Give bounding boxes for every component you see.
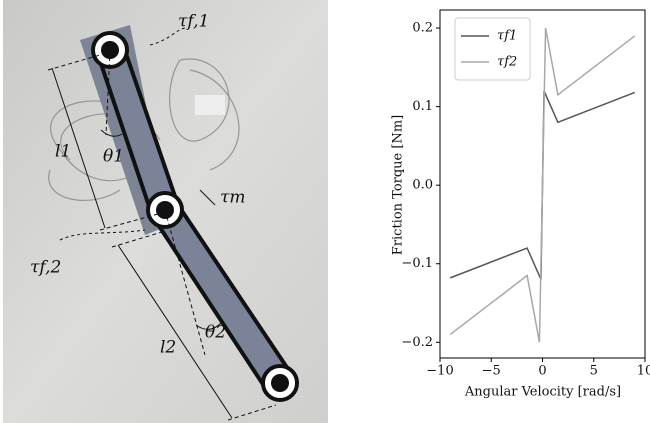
legend-label: τf2 bbox=[497, 55, 517, 70]
theta1-label: θ1 bbox=[103, 147, 124, 167]
y-tick-label: −0.1 bbox=[401, 256, 433, 271]
y-tick-label: 0.2 bbox=[412, 21, 433, 36]
x-tick-label: 5 bbox=[590, 364, 598, 379]
y-axis-label: Friction Torque [Nm] bbox=[391, 115, 406, 255]
tau-f2-label: τf,2 bbox=[30, 258, 61, 278]
friction-chart: Friction Torque [Nm] Angular Velocity [r… bbox=[391, 10, 650, 400]
y-tick-label: 0.0 bbox=[412, 178, 433, 193]
l2-label: l2 bbox=[160, 338, 176, 358]
connector bbox=[195, 95, 225, 115]
legend-label: τf1 bbox=[497, 29, 517, 44]
theta2-label: θ2 bbox=[205, 323, 226, 343]
x-tick-label: 10 bbox=[637, 364, 650, 379]
x-tick-label: 0 bbox=[538, 364, 546, 379]
tau-f1-label: τf,1 bbox=[178, 12, 209, 32]
x-tick-label: −5 bbox=[482, 364, 501, 379]
tau-m-label: τm bbox=[220, 188, 246, 208]
page: τf,1 θ1 l1 τm τf,2 l2 θ2 Friction Torque… bbox=[0, 0, 650, 423]
figure: τf,1 θ1 l1 τm τf,2 l2 θ2 Friction Torque… bbox=[0, 0, 650, 423]
x-axis-label: Angular Velocity [rad/s] bbox=[464, 385, 621, 400]
y-tick-label: −0.2 bbox=[401, 335, 433, 350]
legend-box bbox=[455, 18, 530, 80]
l1-label: l1 bbox=[55, 142, 71, 162]
robot-photo: τf,1 θ1 l1 τm τf,2 l2 θ2 bbox=[3, 0, 328, 423]
y-tick-label: 0.1 bbox=[412, 99, 433, 114]
x-tick-label: −10 bbox=[426, 364, 453, 379]
